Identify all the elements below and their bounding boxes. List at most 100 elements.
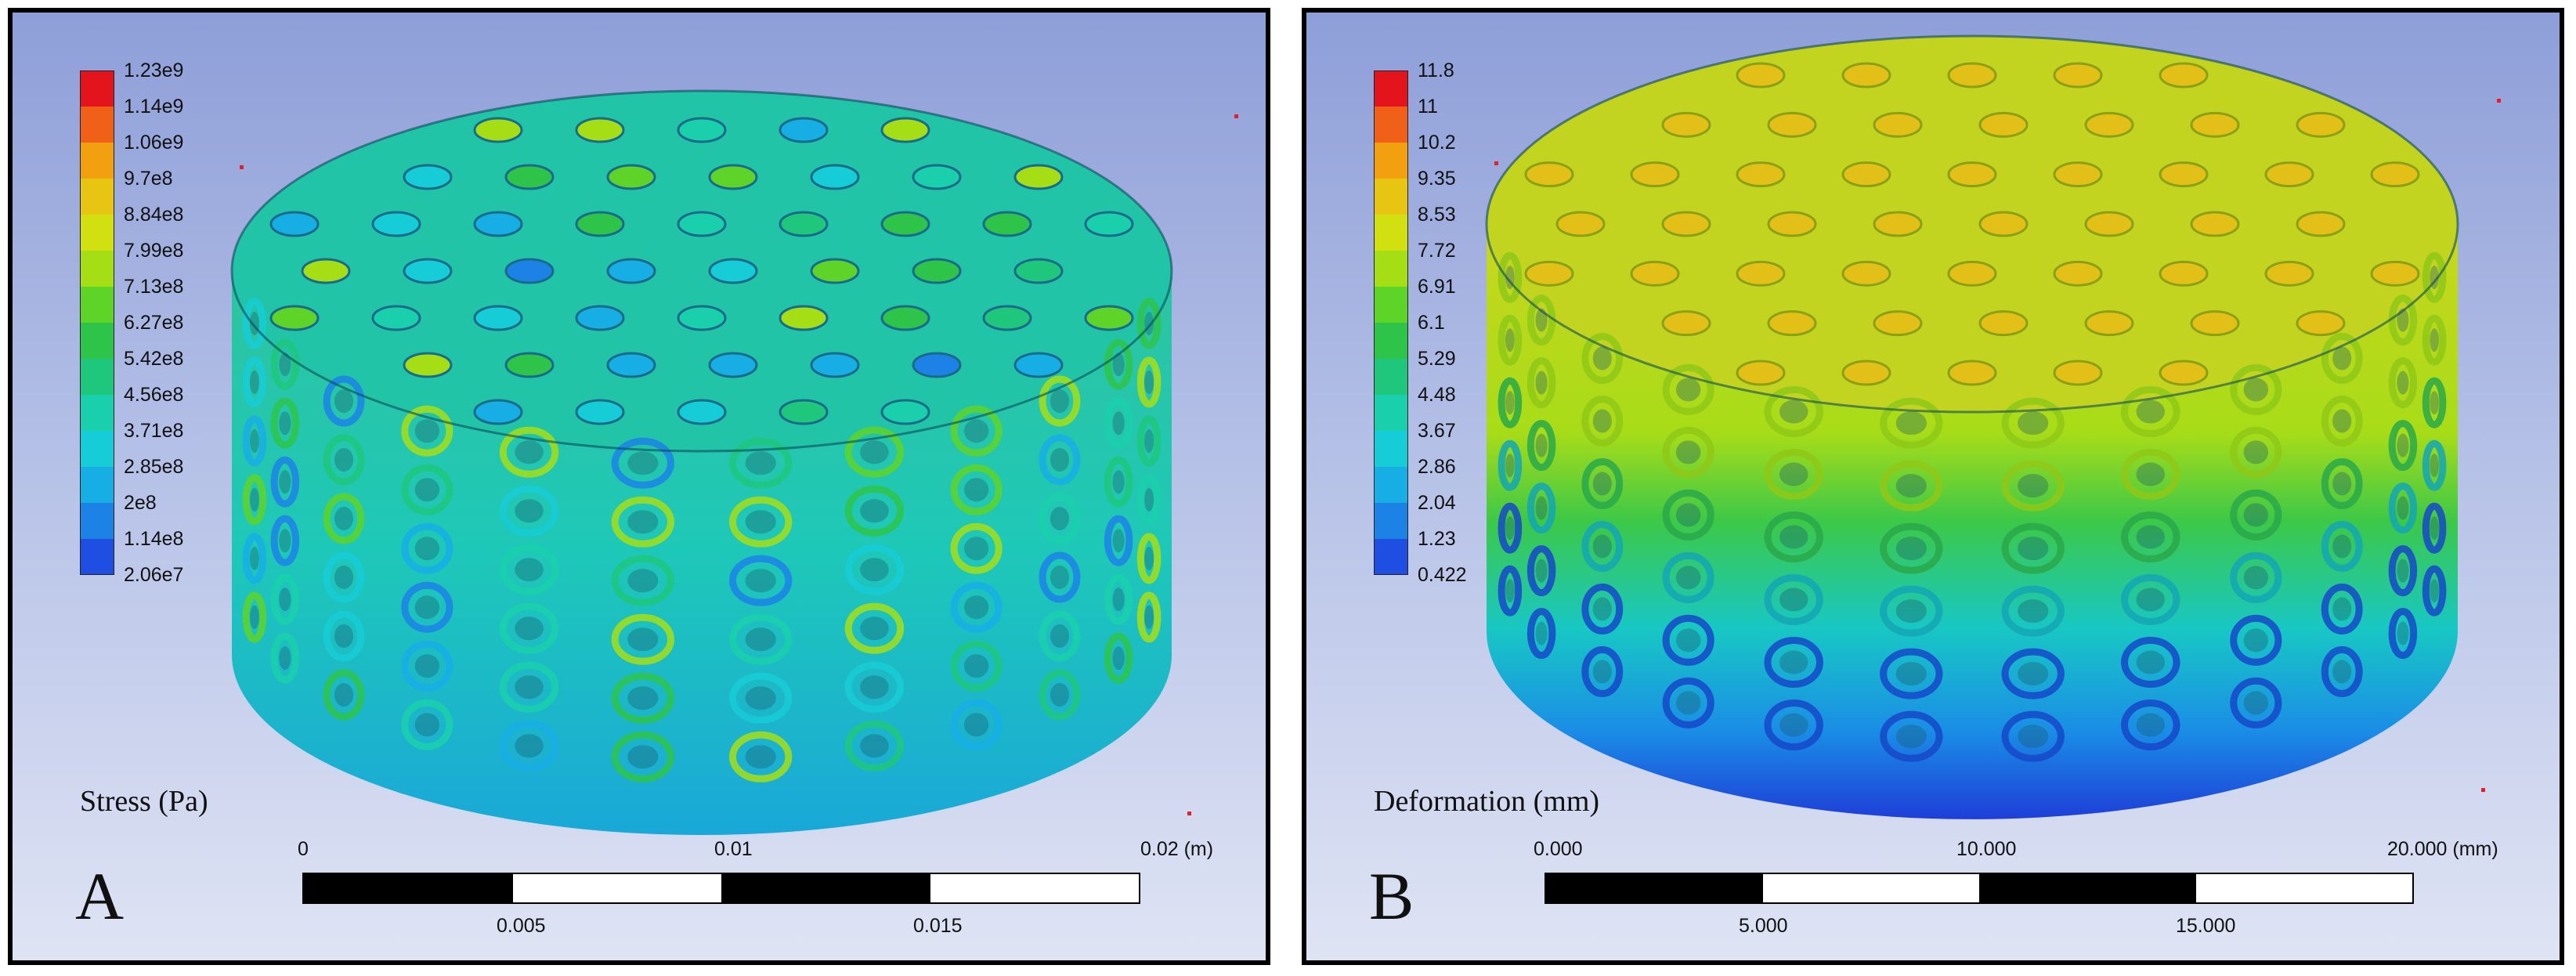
pore-shadow (627, 627, 659, 652)
scale-label-start: 0.000 (1534, 838, 1583, 860)
pore (242, 474, 267, 526)
pore (611, 555, 675, 606)
pore (1498, 314, 1523, 366)
pore (779, 399, 829, 425)
pore (2321, 583, 2363, 634)
pore (2159, 260, 2209, 287)
pore (504, 258, 555, 284)
pore-shadow (1779, 713, 1808, 737)
pore (2053, 62, 2103, 89)
pore (1581, 645, 1624, 697)
pore-shadow (1144, 488, 1154, 512)
pore (844, 426, 905, 478)
pore (403, 258, 453, 284)
pore (728, 731, 793, 783)
pore (242, 533, 267, 584)
pore-shadow (249, 605, 259, 630)
legend-tick-label: 3.67 (1418, 420, 1456, 442)
pore-shadow (1592, 597, 1612, 621)
pore (1880, 460, 1943, 511)
pore (950, 699, 1003, 750)
pore (2121, 699, 2180, 751)
pore-shadow (1592, 409, 1612, 433)
pore-shadow (745, 510, 776, 534)
legend-tick-label: 4.56e8 (124, 384, 184, 406)
pore (1104, 573, 1133, 625)
pore-shadow (1112, 470, 1125, 494)
pore (323, 434, 365, 486)
pore-shadow (1895, 662, 1927, 686)
legend-tick-label: 8.84e8 (124, 204, 184, 226)
legend-tick-label: 11 (1418, 96, 1438, 117)
legend-swatch (1374, 107, 1408, 143)
pore-shadow (1505, 328, 1515, 352)
pore (1498, 377, 1523, 428)
pore (1084, 305, 1134, 331)
pore (323, 551, 365, 603)
pore (1662, 677, 1714, 728)
pore-shadow (414, 713, 440, 737)
pore (1498, 439, 1523, 491)
scaffold-body (230, 89, 1173, 835)
legend-swatch (1374, 539, 1408, 575)
pore (880, 399, 930, 425)
pore (1873, 111, 1923, 138)
pore-shadow (1779, 399, 1808, 424)
pore (1039, 375, 1081, 427)
pore (2422, 439, 2447, 491)
pore-shadow (1592, 534, 1612, 558)
pore-shadow (1779, 462, 1808, 486)
pore (1736, 62, 1786, 89)
pore (401, 522, 453, 574)
pore (1764, 699, 1823, 751)
pore-shadow (2018, 474, 2049, 498)
pore (779, 117, 829, 143)
legend-swatch (1374, 287, 1408, 323)
scaffold-rim (1485, 34, 2459, 414)
pore (1526, 357, 1556, 409)
pore (708, 352, 758, 378)
pore-shadow (279, 587, 291, 612)
legend-tick-label: 7.72 (1418, 240, 1456, 262)
pore (575, 305, 625, 331)
pore-shadow (2018, 411, 2049, 436)
pore (1104, 515, 1133, 566)
pore-shadow (627, 686, 659, 710)
pore-shadow (2243, 691, 2269, 715)
scale-label-quarter: 5.000 (1739, 915, 1788, 937)
scaffold-rim (230, 89, 1173, 453)
pore-shadow (414, 654, 440, 678)
pore (2053, 161, 2103, 188)
pore-shadow (860, 675, 889, 699)
pore (1947, 360, 1997, 386)
pore (1841, 360, 1891, 386)
scale-bar-segment (1546, 874, 1763, 902)
legend-title: Deformation (mm) (1374, 785, 1600, 818)
pore-shadow (1535, 496, 1548, 520)
legend-tick-label: 2.06e7 (124, 564, 184, 586)
pore (1555, 211, 1606, 237)
pore (2422, 377, 2447, 428)
pore (1039, 669, 1081, 721)
pore (2230, 363, 2282, 415)
legend-swatch (1374, 143, 1408, 179)
pore-shadow (1895, 725, 1927, 749)
pore-shadow (515, 440, 544, 465)
legend-tick-label: 2.86 (1418, 456, 1456, 478)
pore (1526, 483, 1556, 534)
marker-dot (240, 165, 244, 169)
pore (810, 258, 860, 284)
pore-shadow (414, 419, 440, 443)
pore-shadow (1050, 507, 1070, 531)
pore-shadow (627, 451, 659, 475)
pore (1136, 474, 1162, 526)
pore (242, 415, 267, 467)
pore-shadow (1675, 628, 1701, 652)
pore (844, 544, 905, 595)
pore-shadow (279, 470, 291, 494)
pore-shadow (2397, 496, 2409, 520)
pore (880, 211, 930, 237)
pore-shadow (334, 683, 354, 707)
pore (2121, 637, 2180, 689)
pore-shadow (1535, 621, 1548, 645)
